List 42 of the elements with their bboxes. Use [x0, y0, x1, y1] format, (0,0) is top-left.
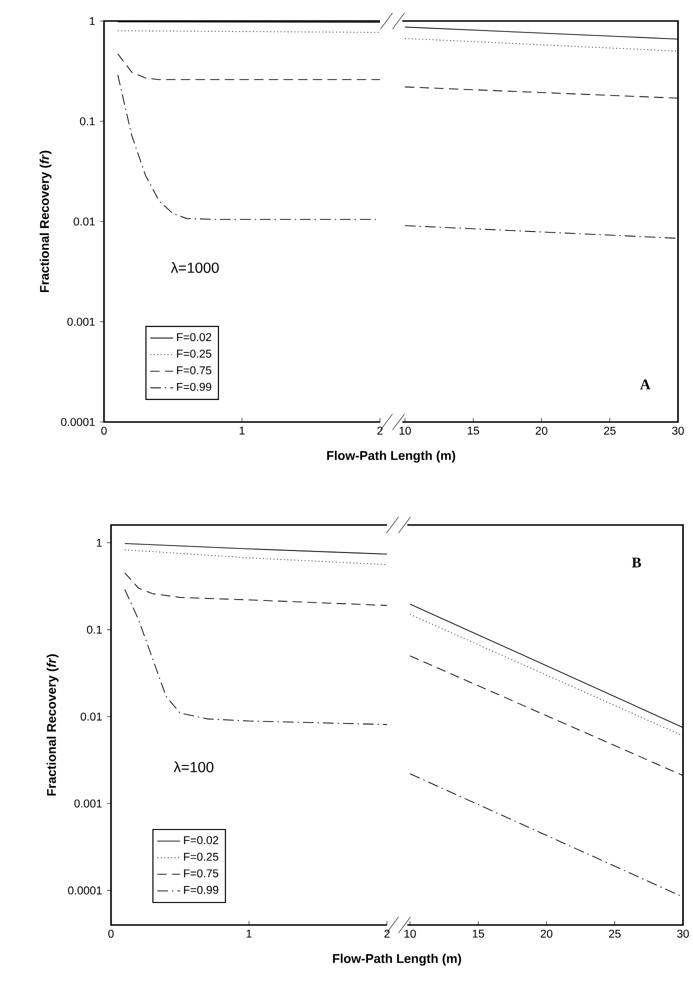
x-tick-label: 25 [609, 930, 621, 938]
y-tick-label: 0.1 [80, 117, 95, 126]
x-tick-label: 25 [604, 426, 616, 435]
legend-label: F=0.99 [184, 886, 218, 894]
x-tick-label: 1 [240, 426, 245, 435]
legend-label: F=0.75 [177, 366, 212, 374]
y-axis-title: Fractional Recovery (fr) [40, 150, 52, 292]
x-tick-label: 10 [400, 426, 411, 435]
x-tick-label: 30 [677, 930, 689, 938]
x-tick-label: 15 [468, 426, 480, 435]
annotation: λ=100 [174, 762, 214, 772]
legend-label: F=0.02 [177, 333, 212, 342]
y-tick-label: 0.001 [67, 318, 95, 326]
y-tick-label: 0.1 [86, 626, 102, 634]
x-tick-label: 30 [672, 426, 684, 435]
y-tick-label: 0.01 [80, 712, 102, 721]
y-tick-label: 0.001 [74, 800, 102, 808]
legend-label: F=0.75 [184, 869, 218, 878]
x-tick-label: 0 [101, 426, 107, 435]
y-tick-label: 0.01 [74, 218, 95, 226]
x-tick-label: 20 [536, 426, 548, 435]
x-tick-label: 0 [108, 930, 114, 938]
legend-label: F=0.25 [177, 350, 212, 358]
x-tick-label: 20 [540, 930, 552, 938]
x-tick-label: 1 [246, 930, 252, 938]
y-tick-label: 1 [96, 538, 102, 547]
y-tick-label: 1 [90, 17, 95, 25]
y-tick-label: 0.0001 [68, 886, 102, 894]
x-axis-title: Flow-Path Length (m) [327, 450, 456, 463]
y-axis-title: Fractional Recovery (fr) [46, 654, 58, 796]
y-tick-label: 0.0001 [61, 418, 95, 426]
legend-label: F=0.02 [184, 836, 218, 844]
x-tick-label: 2 [377, 426, 383, 435]
legend-label: F=0.99 [177, 382, 212, 391]
annotation: A [640, 380, 650, 390]
x-tick-label: 10 [404, 930, 416, 938]
x-axis-title: Flow-Path Length (m) [333, 954, 462, 966]
x-tick-label: 15 [472, 930, 484, 938]
annotation: B [632, 558, 642, 568]
legend-label: F=0.25 [184, 852, 218, 861]
annotation: λ=1000 [170, 262, 219, 273]
x-tick-label: 2 [384, 930, 390, 938]
